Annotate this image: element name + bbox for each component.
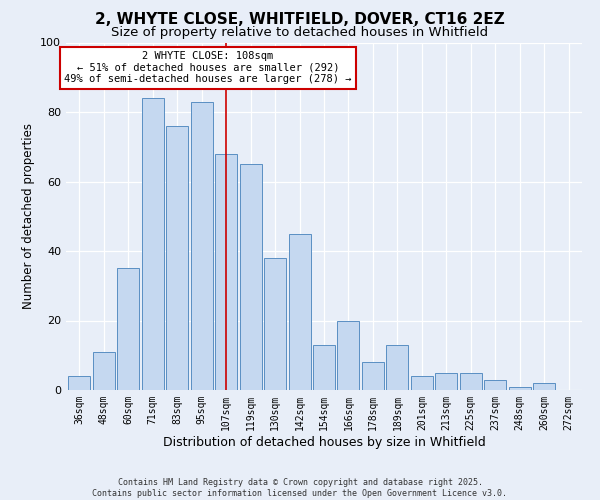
- Bar: [142, 98, 164, 390]
- Bar: [386, 345, 409, 390]
- Text: Size of property relative to detached houses in Whitfield: Size of property relative to detached ho…: [112, 26, 488, 39]
- Text: 2 WHYTE CLOSE: 108sqm
← 51% of detached houses are smaller (292)
49% of semi-det: 2 WHYTE CLOSE: 108sqm ← 51% of detached …: [64, 51, 352, 84]
- Bar: [460, 372, 482, 390]
- Bar: [68, 376, 91, 390]
- X-axis label: Distribution of detached houses by size in Whitfield: Distribution of detached houses by size …: [163, 436, 485, 448]
- Bar: [264, 258, 286, 390]
- Bar: [337, 320, 359, 390]
- Bar: [533, 383, 555, 390]
- Bar: [411, 376, 433, 390]
- Bar: [362, 362, 384, 390]
- Bar: [484, 380, 506, 390]
- Bar: [118, 268, 139, 390]
- Bar: [509, 386, 530, 390]
- Bar: [289, 234, 311, 390]
- Text: Contains HM Land Registry data © Crown copyright and database right 2025.
Contai: Contains HM Land Registry data © Crown c…: [92, 478, 508, 498]
- Bar: [313, 345, 335, 390]
- Bar: [435, 372, 457, 390]
- Bar: [239, 164, 262, 390]
- Bar: [215, 154, 237, 390]
- Bar: [166, 126, 188, 390]
- Y-axis label: Number of detached properties: Number of detached properties: [22, 123, 35, 309]
- Bar: [93, 352, 115, 390]
- Bar: [191, 102, 213, 390]
- Text: 2, WHYTE CLOSE, WHITFIELD, DOVER, CT16 2EZ: 2, WHYTE CLOSE, WHITFIELD, DOVER, CT16 2…: [95, 12, 505, 28]
